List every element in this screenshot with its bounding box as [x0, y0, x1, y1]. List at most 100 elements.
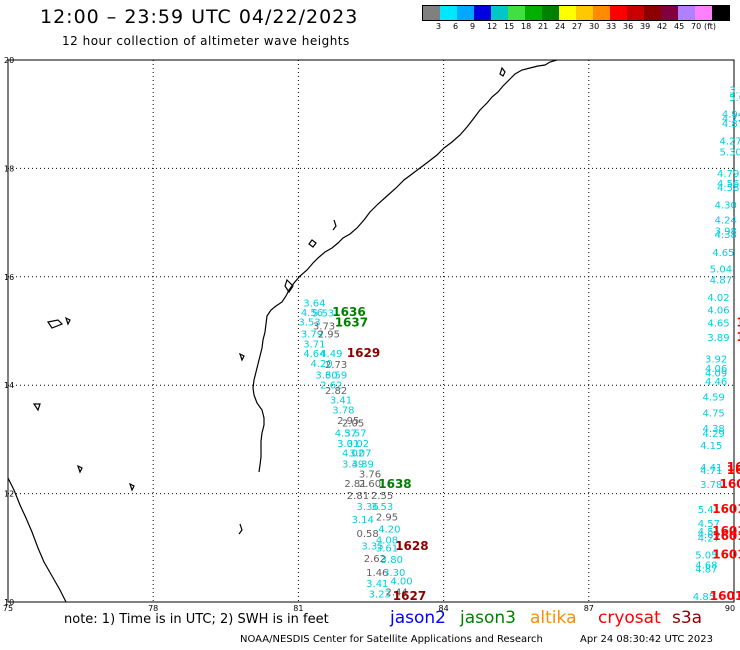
legend-label-11: 36 — [623, 22, 634, 31]
pass-time-label: 1601 — [710, 589, 740, 603]
pass-time-label: 1629 — [347, 346, 380, 360]
swh-value: 4.29 — [703, 429, 725, 440]
y-axis-label: 10 — [4, 598, 14, 607]
swh-value: 3.01 — [337, 439, 359, 450]
pass-time-label: 1637 — [335, 316, 368, 330]
x-axis-label: 75 — [3, 604, 13, 613]
pass-time-label: 1628 — [395, 539, 428, 553]
swh-value: 3.30 — [383, 568, 405, 579]
swh-value: 4.27 — [698, 533, 720, 544]
legend-swatch-14 — [661, 6, 678, 20]
swh-value: 3.92 — [705, 354, 727, 365]
swh-value: 3.60 — [315, 371, 337, 382]
satellite-jason2: jason2 — [390, 608, 446, 628]
swh-value: 4.57 — [335, 429, 357, 440]
legend-swatch-9 — [576, 6, 593, 20]
coastline-kalinga-inlet — [332, 219, 337, 231]
swh-value: 2.62 — [320, 380, 342, 391]
swh-value: 3.35 — [361, 541, 383, 552]
pass-time-label: 1601 — [712, 502, 740, 516]
legend-swatch-13 — [644, 6, 661, 20]
credit-line: NOAA/NESDIS Center for Satellite Applica… — [240, 634, 543, 645]
swh-value: 4.94 — [722, 109, 740, 120]
swh-value: 4.46 — [705, 377, 727, 388]
swh-value: 0.58 — [356, 529, 378, 540]
legend-label-6: 21 — [538, 22, 549, 31]
swh-value: 4.59 — [703, 392, 725, 403]
coastline-krishna-mouth — [284, 278, 294, 294]
swh-value: 3.07 — [349, 449, 371, 460]
swh-value: 2.95 — [337, 416, 359, 427]
swh-value: 3.59 — [325, 371, 347, 382]
swh-value: 2.60 — [359, 479, 381, 490]
swh-value: 5.04 — [710, 264, 732, 275]
swh-value: 3.36 — [356, 502, 378, 513]
swh-value: 1.46 — [366, 568, 388, 579]
legend-swatch-8 — [559, 6, 576, 20]
generated-timestamp: Apr 24 08:30:42 UTC 2023 — [580, 634, 713, 645]
legend-label-10: 33 — [606, 22, 617, 31]
coastline-island-5 — [76, 464, 83, 474]
swh-value: 2.05 — [342, 418, 364, 429]
swh-value: 2.95 — [376, 513, 398, 524]
swh-value: 3.57 — [344, 429, 366, 440]
swh-value: 4.87 — [722, 119, 740, 130]
legend-swatch-3 — [474, 6, 491, 20]
coastline-godavari-delta — [308, 239, 317, 248]
axis-labels: 75 78 81 84 87 90 20 18 16 14 12 10 — [3, 56, 735, 613]
swh-value: 3.41 — [366, 579, 388, 590]
swh-value: 4.57 — [698, 519, 720, 530]
swh-value: 2.95 — [318, 330, 340, 341]
swh-value: 4.65 — [712, 248, 734, 259]
footnote: note: 1) Time is in UTC; 2) SWH is in fe… — [64, 612, 329, 627]
swh-value: 4.27 — [719, 137, 740, 148]
swh-value: 3.78 — [700, 480, 722, 491]
coastline-island-4 — [32, 403, 41, 412]
swh-value: 3.98 — [715, 227, 737, 238]
swh-value: 4.00 — [390, 577, 412, 588]
legend-label-9: 30 — [589, 22, 600, 31]
legend-swatch-15 — [678, 6, 695, 20]
pass-time-label: 160 — [727, 463, 740, 477]
swh-value: 3.39 — [342, 460, 364, 471]
legend-label-8: 27 — [572, 22, 583, 31]
coastline-india-east — [252, 59, 558, 473]
swh-value: 4.65 — [707, 319, 729, 330]
legend-swatch-11 — [610, 6, 627, 20]
swh-value: 4.24 — [715, 216, 737, 227]
legend-swatch-2 — [457, 6, 474, 20]
x-axis-label: 87 — [584, 604, 594, 613]
coastline-island-6 — [128, 482, 135, 492]
swh-value: 4.41 — [700, 463, 722, 474]
legend-label-7: 24 — [555, 22, 566, 31]
legend-label-12: 39 — [640, 22, 651, 31]
observations-layer: 3.644.565.533.533.733.792.953.714.644.49… — [298, 86, 740, 603]
swh-value: 4.85 — [693, 592, 715, 603]
x-axis-label: 90 — [725, 604, 735, 613]
coastline-chilika — [499, 66, 506, 77]
satellite-jason3: jason3 — [460, 608, 516, 628]
swh-value: 4.30 — [715, 201, 737, 212]
satellite-cryosat: cryosat — [598, 608, 661, 628]
swh-value: 4.49 — [320, 349, 342, 360]
swh-value: 3.80 — [381, 555, 403, 566]
coastline-sri-lanka-west — [7, 477, 67, 603]
swh-value: 4.51 — [698, 527, 720, 538]
x-axis-label: 78 — [148, 604, 158, 613]
swh-value: 2.55 — [371, 491, 393, 502]
y-axis-label: 14 — [4, 381, 14, 390]
swh-value: 4.08 — [376, 535, 398, 546]
legend-label-1: 6 — [453, 22, 459, 31]
swh-value: 2.81 — [347, 491, 369, 502]
swh-value: 3.53 — [298, 318, 320, 329]
swh-value: 3.64 — [303, 299, 325, 310]
legend-label-4: 15 — [504, 22, 515, 31]
pass-time-label: 160 — [727, 460, 740, 474]
map-frame — [7, 59, 735, 603]
swh-value: 4.02 — [342, 449, 364, 460]
swh-value: 5.05 — [695, 551, 717, 562]
coastline-island-2 — [64, 316, 71, 326]
swh-value: 4.75 — [703, 409, 725, 420]
legend-swatch-5 — [508, 6, 525, 20]
